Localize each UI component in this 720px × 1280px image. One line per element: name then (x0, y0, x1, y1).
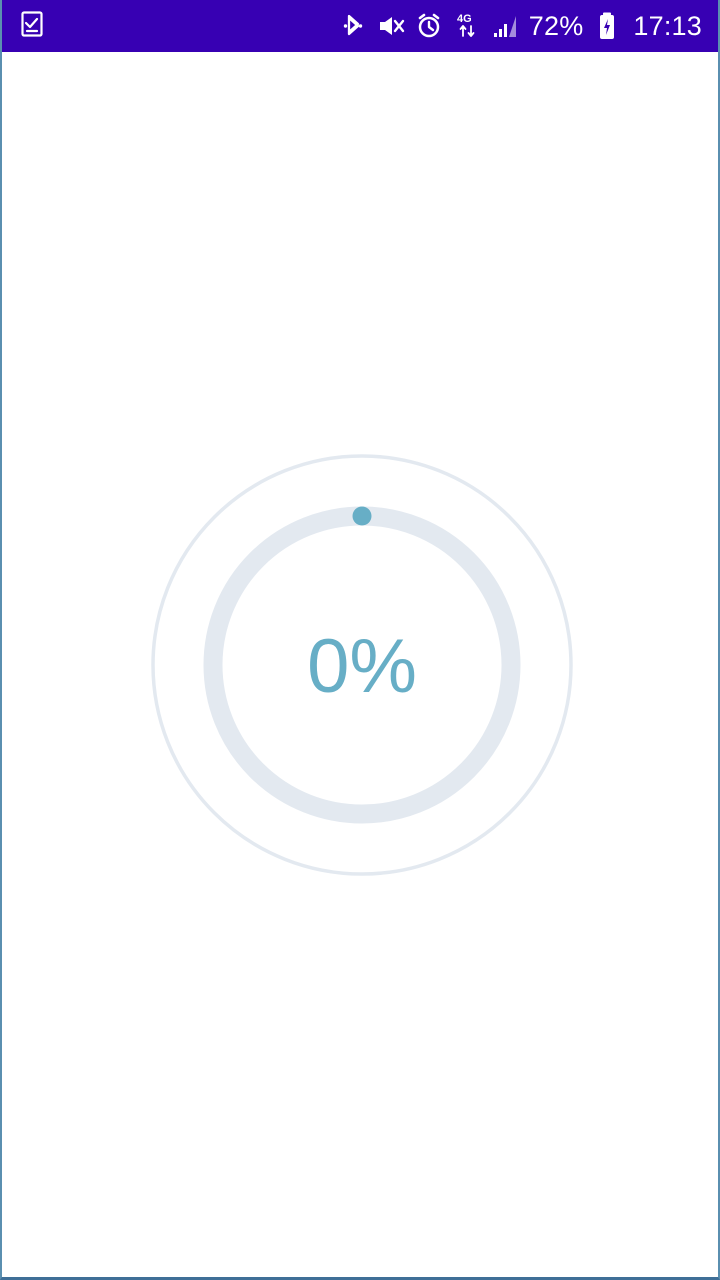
bluetooth-icon (339, 11, 367, 41)
mute-icon (377, 11, 405, 41)
progress-label: 0% (307, 624, 417, 709)
status-time: 17:13 (633, 10, 702, 41)
battery-icon (593, 11, 621, 41)
circular-progress: 0% (151, 454, 573, 876)
battery-percent: 72% (528, 10, 584, 41)
alarm-icon (415, 11, 443, 41)
signal-icon (491, 11, 519, 41)
progress-arc (203, 506, 521, 824)
outer-ring (151, 454, 573, 876)
network-label: 4G (457, 13, 472, 25)
status-icons: 4G 72% 17:13 (339, 0, 702, 52)
loading-content: 0% (2, 52, 718, 1277)
status-bar: 4G 72% 17:13 (2, 0, 718, 52)
checklist-icon (20, 10, 44, 38)
4g-icon: 4G (453, 11, 481, 41)
